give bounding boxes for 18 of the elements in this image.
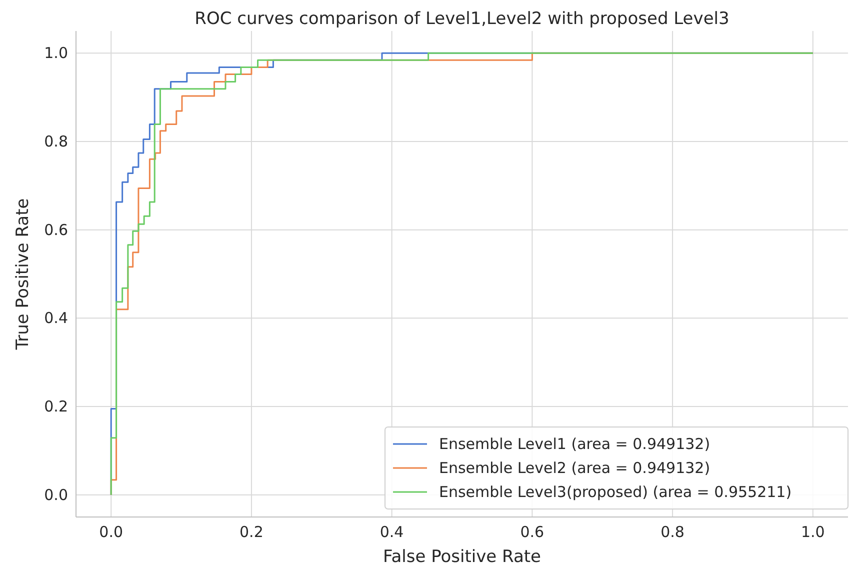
x-axis-title: False Positive Rate [383, 547, 541, 567]
x-tick-label: 1.0 [800, 523, 825, 541]
x-tick-label: 0.6 [520, 523, 544, 541]
legend-label: Ensemble Level2 (area = 0.949132) [439, 459, 710, 477]
y-tick-label: 0.0 [44, 486, 68, 504]
legend-label: Ensemble Level1 (area = 0.949132) [439, 435, 710, 453]
x-tick-label: 0.2 [240, 523, 264, 541]
y-tick-label: 1.0 [44, 44, 68, 62]
legend-label: Ensemble Level3(proposed) (area = 0.955211) [439, 483, 792, 501]
y-tick-label: 0.6 [44, 220, 68, 239]
x-tick-label: 0.8 [660, 523, 684, 541]
x-tick-label: 0.4 [380, 523, 404, 541]
y-tick-label: 0.8 [44, 132, 68, 150]
y-axis-title: True Positive Rate [13, 198, 33, 351]
y-tick-label: 0.4 [44, 309, 68, 328]
x-tick-label: 0.0 [99, 523, 124, 541]
chart-title: ROC curves comparison of Level1,Level2 with proposed Level3 [194, 9, 730, 29]
y-tick-label: 0.2 [44, 398, 68, 416]
